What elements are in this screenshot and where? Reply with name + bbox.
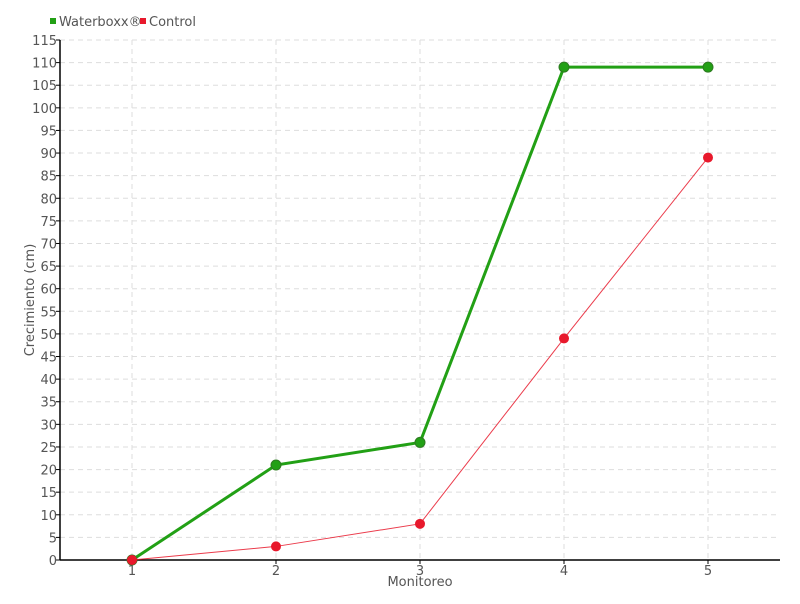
- y-tick-label: 35: [40, 396, 57, 411]
- x-tick-label: 2: [272, 564, 280, 579]
- y-tick-label: 90: [40, 147, 57, 162]
- y-tick-label: 50: [40, 328, 57, 343]
- y-tick-label: 70: [40, 237, 57, 252]
- data-point-control: [559, 333, 569, 344]
- series-layer: [126, 61, 714, 566]
- y-tick-label: 75: [40, 215, 57, 230]
- y-tick-label: 115: [32, 34, 57, 49]
- legend-swatch-control: [140, 18, 146, 24]
- y-tick-label: 0: [49, 554, 57, 569]
- y-tick-label: 15: [40, 486, 57, 501]
- axes: 0510152025303540455055606570758085909510…: [32, 34, 780, 579]
- data-point-waterboxx: [702, 61, 714, 73]
- x-tick-label: 1: [128, 564, 136, 579]
- y-tick-label: 100: [32, 102, 57, 117]
- data-point-waterboxx: [270, 459, 282, 471]
- legend-label-control[interactable]: Control: [149, 15, 196, 30]
- x-axis-label: Monitoreo: [387, 575, 452, 590]
- y-tick-label: 55: [40, 305, 57, 320]
- legend-label-waterboxx[interactable]: Waterboxx®: [59, 15, 142, 30]
- y-tick-label: 10: [40, 509, 57, 524]
- legend-swatch-waterboxx: [50, 18, 56, 24]
- y-tick-label: 65: [40, 260, 57, 275]
- y-tick-label: 30: [40, 418, 57, 433]
- y-tick-label: 110: [32, 57, 57, 72]
- x-tick-label: 3: [416, 564, 424, 579]
- y-tick-label: 85: [40, 170, 57, 185]
- data-point-control: [271, 541, 281, 552]
- y-axis-label: Crecimiento (cm): [23, 244, 38, 357]
- x-tick-label: 5: [704, 564, 712, 579]
- grid: [60, 39, 780, 560]
- y-tick-label: 105: [32, 79, 57, 94]
- legend: Waterboxx® Control: [50, 15, 196, 30]
- y-tick-label: 5: [49, 531, 57, 546]
- y-tick-label: 80: [40, 192, 57, 207]
- data-point-control: [415, 518, 425, 529]
- y-tick-label: 45: [40, 351, 57, 366]
- data-point-control: [127, 555, 137, 565]
- data-point-waterboxx: [414, 436, 426, 448]
- y-tick-label: 25: [40, 441, 57, 456]
- data-point-waterboxx: [558, 61, 570, 73]
- y-tick-label: 20: [40, 464, 57, 479]
- y-tick-label: 95: [40, 124, 57, 139]
- y-tick-label: 60: [40, 283, 57, 298]
- data-point-control: [703, 152, 713, 163]
- y-tick-label: 40: [40, 373, 57, 388]
- x-tick-label: 4: [560, 564, 568, 579]
